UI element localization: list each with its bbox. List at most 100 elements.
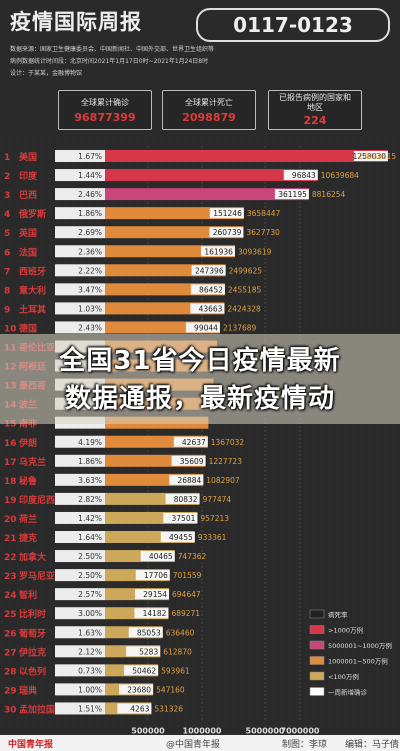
weekly-new-label: 1258030 <box>353 152 387 161</box>
total-label: 977474 <box>203 495 232 504</box>
kpi-global-deaths: 全球累计死亡 2098879 <box>162 90 256 130</box>
date-range-badge: 0117-0123 <box>196 8 390 42</box>
legend-swatch <box>309 671 325 681</box>
total-label: 2137689 <box>223 323 257 332</box>
weekly-new-bg <box>128 627 163 638</box>
table-row: 19 印度尼西亚 2.82% 80832 977474 <box>4 492 232 506</box>
table-row: 9 土耳其 1.03% 43663 2424328 <box>4 302 261 315</box>
fatality-bg <box>55 569 105 582</box>
weekly-new-label: 14182 <box>143 609 167 618</box>
country-label: 瑞典 <box>19 684 37 696</box>
rank-label: 30 <box>4 705 17 715</box>
weekly-new-bg <box>283 170 318 181</box>
fatality-label: 2.50% <box>78 571 102 580</box>
table-row: 8 意大利 3.47% 86452 2455185 <box>4 283 262 296</box>
fatality-bg <box>55 511 105 524</box>
country-label: 美国 <box>19 151 37 163</box>
weekly-new-bg <box>140 551 175 562</box>
table-row: 28 以色列 0.73% 50462 593961 <box>4 664 190 677</box>
fatality-label: 1.42% <box>78 514 102 523</box>
fatality-bg <box>55 588 105 601</box>
total-label: 689271 <box>171 609 200 618</box>
weekly-new-label: 247396 <box>195 266 224 275</box>
total-label: 1082907 <box>206 476 240 485</box>
weekly-new-label: 161936 <box>204 247 233 256</box>
table-row: 10 德国 2.43% 99044 2137689 <box>4 321 257 334</box>
weekly-new-label: 86452 <box>199 285 223 294</box>
total-label: 701559 <box>173 571 202 580</box>
x-tick-label: 5000000 <box>246 727 285 736</box>
weekly-new-bg <box>171 455 206 466</box>
total-label: 8816254 <box>312 190 346 199</box>
fatality-bg <box>55 492 105 505</box>
kpi-value: 2098879 <box>182 111 236 124</box>
kpi-value: 96877399 <box>74 111 136 124</box>
country-label: 捷克 <box>19 532 37 544</box>
table-row: 6 法国 2.36% 161936 3093619 <box>4 245 272 258</box>
bar <box>105 207 244 220</box>
fatality-label: 1.86% <box>78 457 102 466</box>
rank-label: 18 <box>4 477 17 487</box>
weekly-new-label: 80832 <box>174 495 198 504</box>
weekly-new-bg <box>119 684 154 695</box>
fatality-label: 2.43% <box>78 323 102 332</box>
total-label: 3627730 <box>246 228 280 237</box>
fatality-label: 1.44% <box>78 171 102 180</box>
footer-handle: @中国青年报 <box>166 740 221 750</box>
rank-label: 1 <box>4 153 10 163</box>
table-row: 4 俄罗斯 1.86% 151246 3658447 <box>4 207 281 220</box>
table-row: 3 巴西 2.46% 361195 8816254 <box>4 188 346 201</box>
fatality-label: 4.19% <box>78 438 102 447</box>
legend-swatch <box>309 625 325 634</box>
country-label: 孟加拉国 <box>19 703 55 715</box>
bar <box>105 226 244 239</box>
rank-label: 4 <box>4 210 10 220</box>
fatality-bg <box>55 683 105 696</box>
headline-banner <box>0 334 400 424</box>
rank-label: 25 <box>4 610 17 620</box>
table-row: 18 秘鲁 3.63% 26884 1082907 <box>4 473 240 487</box>
fatality-bg <box>55 150 105 162</box>
fatality-label: 1.63% <box>78 628 102 637</box>
weekly-new-bg <box>135 570 170 581</box>
fatality-bg <box>55 645 105 658</box>
country-label: 伊拉克 <box>18 646 46 658</box>
page-title: 疫情国际周报 <box>10 10 142 34</box>
weekly-new-bg <box>173 436 208 447</box>
weekly-new-bg <box>124 665 159 676</box>
headline-line-1: 全国31省今日疫情最新 <box>59 346 341 376</box>
weekly-new-label: 99044 <box>194 323 218 332</box>
footer-credits: 制图：李琼 编辑：马子倩 <box>282 740 400 750</box>
country-label: 德国 <box>19 322 37 334</box>
total-label: 747362 <box>178 552 207 561</box>
fatality-bg <box>55 626 105 639</box>
rank-label: 15 <box>4 420 17 430</box>
rank-label: 29 <box>4 686 17 696</box>
weekly-new-label: 35609 <box>180 457 204 466</box>
rank-label: 17 <box>4 458 17 468</box>
country-label: 秘鲁 <box>19 475 37 487</box>
rank-label: 10 <box>4 324 17 334</box>
total-label: 2499625 <box>229 266 263 275</box>
fatality-label: 0.73% <box>78 666 102 675</box>
headline-line-2: 数据通报，最新疫情动 <box>64 384 335 414</box>
fatality-bg <box>55 188 105 201</box>
table-row: 17 乌克兰 1.86% 35609 1227723 <box>4 454 242 468</box>
country-label: 印度 <box>19 170 38 182</box>
fatality-bg <box>55 531 105 543</box>
weekly-new-label: 43663 <box>199 304 223 313</box>
weekly-new-label: 96843 <box>292 171 316 180</box>
rank-label: 7 <box>4 267 10 277</box>
country-label: 西班牙 <box>19 265 46 277</box>
total-label: 933361 <box>198 533 227 542</box>
weekly-new-bg <box>117 703 152 714</box>
fatality-bg <box>55 169 105 182</box>
source-note: 数据来源：国家卫生健康委员会、中国新闻社、中国外交部、世界卫生组织等 <box>10 46 215 53</box>
total-label: 2455185 <box>228 285 262 294</box>
weekly-new-label: 260739 <box>213 228 242 237</box>
legend-swatch <box>309 656 325 665</box>
fatality-bg <box>55 226 105 239</box>
legend-label: >1000万例 <box>328 626 363 635</box>
fatality-label: 2.57% <box>78 590 102 599</box>
table-row: 24 智利 2.57% 29154 694647 <box>4 588 201 601</box>
